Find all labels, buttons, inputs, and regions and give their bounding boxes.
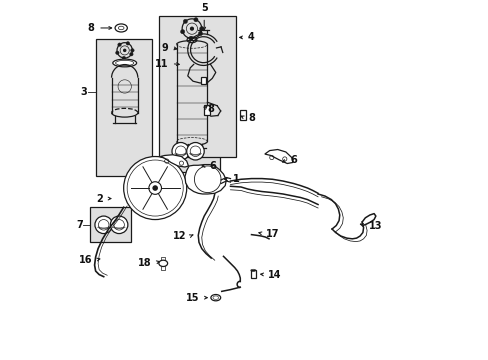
Text: 2: 2: [97, 194, 103, 203]
Text: 9: 9: [161, 43, 168, 53]
Text: 8: 8: [248, 113, 255, 123]
Bar: [204, 105, 209, 115]
Ellipse shape: [115, 24, 127, 32]
Circle shape: [129, 53, 133, 56]
Circle shape: [172, 143, 189, 160]
Circle shape: [180, 30, 184, 34]
Text: 4: 4: [247, 32, 254, 42]
Bar: [96, 39, 151, 176]
Bar: [200, 77, 205, 84]
Text: 6: 6: [209, 161, 216, 171]
Text: 18: 18: [138, 258, 151, 267]
Circle shape: [118, 43, 121, 46]
Text: 16: 16: [79, 255, 92, 265]
Text: 6: 6: [290, 155, 297, 165]
Polygon shape: [264, 149, 292, 163]
Polygon shape: [184, 165, 226, 194]
Circle shape: [183, 19, 187, 23]
Text: 3: 3: [80, 87, 87, 97]
Text: 5: 5: [201, 3, 207, 13]
Text: 14: 14: [268, 270, 281, 280]
Text: 11: 11: [154, 59, 168, 69]
Circle shape: [188, 36, 193, 41]
Circle shape: [126, 42, 129, 45]
Circle shape: [186, 143, 204, 160]
Bar: [159, 17, 235, 157]
Circle shape: [122, 56, 125, 60]
Ellipse shape: [159, 260, 167, 266]
Circle shape: [193, 18, 198, 22]
Text: 15: 15: [186, 293, 199, 303]
Circle shape: [152, 185, 158, 191]
Circle shape: [110, 216, 127, 234]
Circle shape: [123, 157, 186, 220]
Circle shape: [122, 49, 126, 52]
Bar: [89, 207, 130, 242]
Circle shape: [189, 27, 194, 31]
Text: 8: 8: [206, 104, 213, 114]
Text: 12: 12: [173, 231, 186, 241]
Text: 1: 1: [232, 174, 239, 184]
Circle shape: [115, 51, 119, 54]
Polygon shape: [160, 155, 188, 167]
Ellipse shape: [113, 59, 136, 67]
Text: 8: 8: [87, 23, 94, 33]
Circle shape: [199, 27, 203, 31]
Ellipse shape: [210, 294, 220, 301]
Circle shape: [95, 216, 112, 234]
Circle shape: [130, 49, 134, 52]
Circle shape: [198, 31, 202, 36]
Bar: [165, 130, 220, 172]
Bar: [250, 270, 255, 278]
Bar: [240, 110, 245, 120]
Text: 7: 7: [76, 220, 82, 230]
Text: 13: 13: [368, 221, 382, 230]
Text: 17: 17: [265, 229, 279, 239]
